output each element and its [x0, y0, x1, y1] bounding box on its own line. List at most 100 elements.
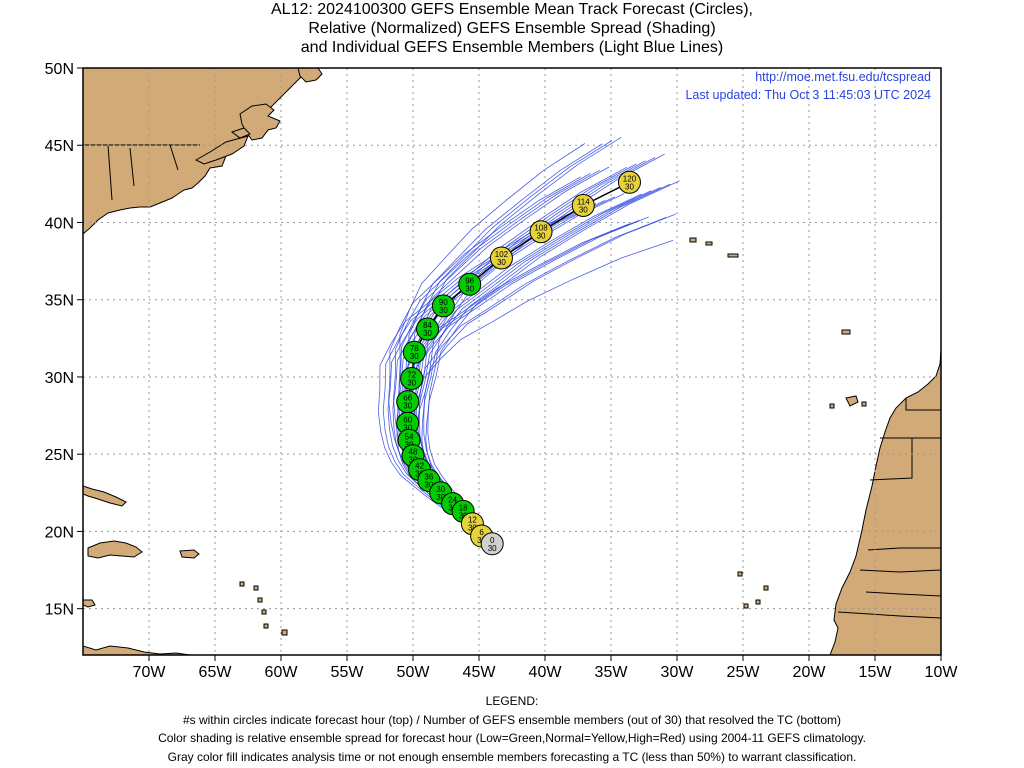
y-tick-label: 35N	[45, 293, 74, 310]
last-updated: Last updated: Thu Oct 3 11:45:03 UTC 202…	[685, 88, 931, 102]
land-antilles	[239, 581, 288, 636]
land-greenland	[297, 68, 323, 83]
forecast-hour-label: 72	[407, 370, 416, 379]
forecast-hour-label: 30	[436, 485, 445, 494]
x-tick-label: 30W	[661, 664, 695, 681]
x-tick-label: 25W	[727, 664, 761, 681]
y-tick-label: 45N	[45, 138, 74, 155]
forecast-hour-label: 60	[403, 415, 412, 424]
x-tick-label: 45W	[463, 664, 497, 681]
member-track-line	[425, 180, 680, 544]
legend-line: Gray color fill indicates analysis time …	[167, 749, 857, 764]
x-tick-label: 35W	[595, 664, 629, 681]
forecast-circle	[416, 317, 440, 341]
land-puerto-rico	[179, 549, 200, 559]
land-madeira	[841, 329, 851, 335]
forecast-circle	[431, 294, 455, 318]
x-tick-label: 20W	[793, 664, 827, 681]
source-url[interactable]: http://moe.met.fsu.edu/tcspread	[755, 70, 931, 84]
member-count-label: 30	[488, 544, 497, 553]
x-tick-label: 60W	[265, 664, 299, 681]
forecast-circle	[617, 170, 641, 194]
member-count-label: 30	[468, 524, 477, 533]
land-nova-scotia	[194, 135, 249, 165]
member-count-label: 30	[407, 378, 416, 387]
y-tick-label: 30N	[45, 370, 74, 387]
y-tick-label: 20N	[45, 524, 74, 541]
forecast-hour-label: 6	[479, 528, 484, 537]
forecast-hour-label: 36	[424, 472, 433, 481]
legend: LEGEND: #s within circles indicate forec…	[0, 692, 1024, 766]
member-count-label: 30	[403, 423, 412, 432]
forecast-hour-label: 24	[448, 496, 457, 505]
plot-frame	[82, 67, 942, 656]
land-canary-islands	[829, 395, 867, 409]
land-cuba	[83, 485, 127, 507]
member-track-line	[423, 157, 656, 543]
legend-line: #s within circles indicate forecast hour…	[182, 712, 842, 727]
x-tick-label: 40W	[529, 664, 563, 681]
forecast-hour-label: 42	[415, 462, 424, 471]
forecast-hour-label: 12	[468, 516, 477, 525]
forecast-circle	[571, 193, 595, 217]
forecast-hour-label: 108	[534, 224, 548, 233]
forecast-hour-label: 90	[439, 298, 448, 307]
forecast-circle	[458, 272, 482, 296]
member-count-label: 30	[465, 284, 474, 293]
member-count-label: 30	[424, 480, 433, 489]
forecast-circles: 1203011430108301023096309030843078307230…	[396, 170, 641, 556]
x-axis: 70W 65W 60W 55W 50W 45W 40W 35W 30W 25W 20W 15W 10W	[133, 655, 959, 681]
grid	[83, 68, 941, 655]
x-tick-label: 55W	[331, 664, 365, 681]
chart-title: AL12: 2024100300 GEFS Ensemble Mean Trac…	[0, 0, 1024, 57]
title-line: AL12: 2024100300 GEFS Ensemble Mean Trac…	[271, 1, 753, 18]
forecast-hour-label: 102	[495, 250, 509, 259]
forecast-hour-label: 78	[410, 344, 419, 353]
forecast-hour-label: 66	[403, 394, 412, 403]
member-count-label: 30	[459, 511, 468, 520]
title-line: and Individual GEFS Ensemble Members (Li…	[300, 39, 724, 56]
member-count-label: 30	[439, 306, 448, 315]
forecast-hour-label: 48	[409, 448, 418, 457]
member-track-line	[427, 153, 665, 543]
member-count-label: 30	[405, 440, 414, 449]
member-count-label: 30	[579, 205, 588, 214]
land-africa	[829, 349, 941, 655]
member-count-label: 30	[497, 258, 506, 267]
member-count-label: 30	[537, 232, 546, 241]
x-tick-label: 70W	[133, 664, 167, 681]
y-tick-label: 25N	[45, 447, 74, 464]
forecast-circle	[402, 340, 426, 364]
land-south-america	[83, 645, 191, 655]
forecast-hour-label: 84	[423, 321, 432, 330]
land-north-america	[83, 68, 311, 235]
forecast-circle	[400, 366, 424, 390]
member-count-label: 30	[423, 329, 432, 338]
x-tick-label: 50W	[397, 664, 431, 681]
forecast-point: 030	[480, 532, 504, 556]
title-line: Relative (Normalized) GEFS Ensemble Spre…	[308, 20, 716, 37]
y-tick-label: 15N	[45, 602, 74, 619]
x-tick-label: 15W	[859, 664, 893, 681]
forecast-circle	[529, 220, 553, 244]
member-count-label: 30	[436, 493, 445, 502]
forecast-hour-label: 120	[623, 174, 637, 183]
member-track-line	[418, 160, 646, 543]
y-axis: 15N 20N 25N 30N 35N 40N 45N 50N	[45, 61, 83, 619]
forecast-hour-label: 0	[490, 536, 495, 545]
x-tick-label: 65W	[199, 664, 233, 681]
x-tick-label: 10W	[925, 664, 959, 681]
forecast-hour-label: 96	[465, 276, 474, 285]
forecast-circle	[480, 532, 504, 556]
land-cape-breton	[230, 127, 251, 139]
